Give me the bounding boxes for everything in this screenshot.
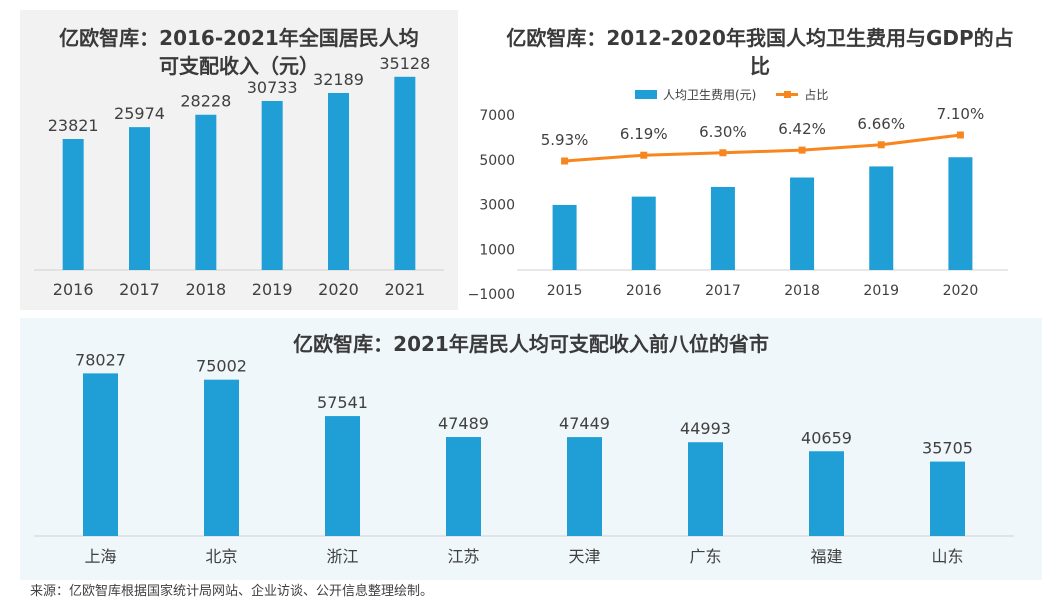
chart-title: 亿欧智库：2012-2020年我国人均卫生费用与GDP的占比 [506, 26, 1014, 78]
bar [325, 416, 360, 536]
bar [446, 437, 481, 536]
line-point [798, 146, 806, 154]
y-tick-label: −1000 [468, 287, 515, 303]
income-chart-panel: 亿欧智库：2016-2021年全国居民人均可支配收入（元） 23821 2016 2… [20, 10, 458, 310]
legend-bar-label: 人均卫生费用(元) [663, 88, 757, 102]
legend-line-swatch [776, 90, 799, 98]
data-label: 44993 [680, 419, 731, 438]
data-label: 23821 [48, 116, 99, 135]
bar [394, 76, 416, 271]
y-tick-label: 3000 [479, 198, 515, 214]
data-label: 78027 [75, 350, 126, 369]
source-note: 来源：亿欧智库根据国家统计局网站、企业访谈、公开信息整理绘制。 [30, 584, 434, 599]
x-tick-label: 福建 [810, 547, 842, 566]
x-tick-label: 山东 [931, 547, 963, 566]
data-label: 35705 [922, 439, 973, 458]
income-chart: 23821 2016 25974 2017 28228 2018 30733 2019 3218… [34, 54, 444, 299]
bar [688, 442, 723, 536]
data-label: 30733 [247, 78, 298, 97]
x-tick-label: 江苏 [447, 547, 479, 566]
line-point [877, 141, 885, 149]
data-label: 32189 [313, 70, 364, 89]
x-tick-label: 2018 [185, 280, 226, 299]
chart-title: 亿欧智库：2016-2021年全国居民人均可支配收入（元） [59, 26, 419, 78]
series-line [564, 133, 961, 163]
bar [567, 437, 602, 536]
bar [328, 92, 349, 270]
province-income-chart-panel: 亿欧智库：2021年居民人均可支配收入前八位的省市 78027 上海 75002 北京… [20, 318, 1042, 580]
line-data-label: 7.10% [937, 105, 985, 123]
bar [948, 157, 973, 270]
province-income-chart: 78027 上海 75002 北京 57541 浙江 47489 江苏 47449 天津 44993… [34, 350, 1014, 566]
x-tick-label: 2016 [626, 283, 662, 299]
line-point [956, 131, 964, 139]
legend-bar-swatch [635, 90, 657, 99]
y-tick-label: 1000 [479, 242, 515, 258]
bar [83, 373, 118, 536]
line-data-label: 6.30% [699, 123, 747, 141]
bar [710, 186, 735, 270]
bar [631, 196, 656, 270]
data-label: 35128 [379, 54, 430, 73]
x-tick-label: 2017 [119, 280, 160, 299]
x-tick-label: 广东 [689, 547, 721, 566]
line-data-label: 5.93% [541, 131, 589, 149]
x-tick-label: 2018 [784, 283, 820, 299]
x-tick-label: 2020 [318, 280, 359, 299]
data-label: 25974 [114, 104, 165, 123]
y-tick-label: 7000 [479, 108, 515, 124]
health-spending-chart: 7000 5000 3000 1000 −1000 2015 2016 2017 2018 201… [468, 105, 1008, 303]
data-label: 47449 [559, 414, 610, 433]
bar [195, 114, 217, 270]
data-label: 57541 [317, 393, 368, 412]
bar [790, 177, 815, 270]
x-tick-label: 2015 [547, 283, 583, 299]
data-label: 75002 [196, 357, 247, 376]
line-point [719, 149, 727, 157]
x-tick-label: 天津 [568, 547, 600, 566]
x-tick-label: 浙江 [326, 547, 358, 566]
line-data-label: 6.66% [857, 115, 905, 133]
x-tick-label: 2019 [863, 283, 899, 299]
line-data-label: 6.42% [778, 120, 826, 138]
x-tick-label: 2019 [252, 280, 293, 299]
x-tick-label: 2021 [384, 280, 425, 299]
x-tick-label: 上海 [84, 547, 116, 566]
legend-line-label: 占比 [804, 88, 829, 102]
data-label: 40659 [801, 428, 852, 447]
line-point [561, 157, 569, 165]
chart-title: 亿欧智库：2021年居民人均可支配收入前八位的省市 [293, 332, 769, 356]
data-label: 28228 [180, 92, 231, 111]
bar [204, 379, 239, 536]
bar [129, 127, 150, 270]
bar [552, 204, 577, 270]
line-data-label: 6.19% [620, 125, 668, 143]
legend: 人均卫生费用(元) 占比 [635, 86, 828, 103]
y-tick-label: 5000 [479, 153, 515, 169]
bar [261, 100, 283, 270]
data-label: 47489 [438, 414, 489, 433]
bar [62, 138, 84, 270]
health-spending-chart-panel: 亿欧智库：2012-2020年我国人均卫生费用与GDP的占比 人均卫生费用(元)… [465, 10, 1055, 310]
x-tick-label: 2020 [943, 283, 979, 299]
bar [809, 451, 844, 536]
bar [930, 461, 965, 536]
x-tick-label: 2016 [53, 280, 94, 299]
bar [869, 166, 894, 270]
line-point [640, 151, 648, 159]
x-tick-label: 2017 [705, 283, 741, 299]
x-tick-label: 北京 [205, 547, 237, 566]
